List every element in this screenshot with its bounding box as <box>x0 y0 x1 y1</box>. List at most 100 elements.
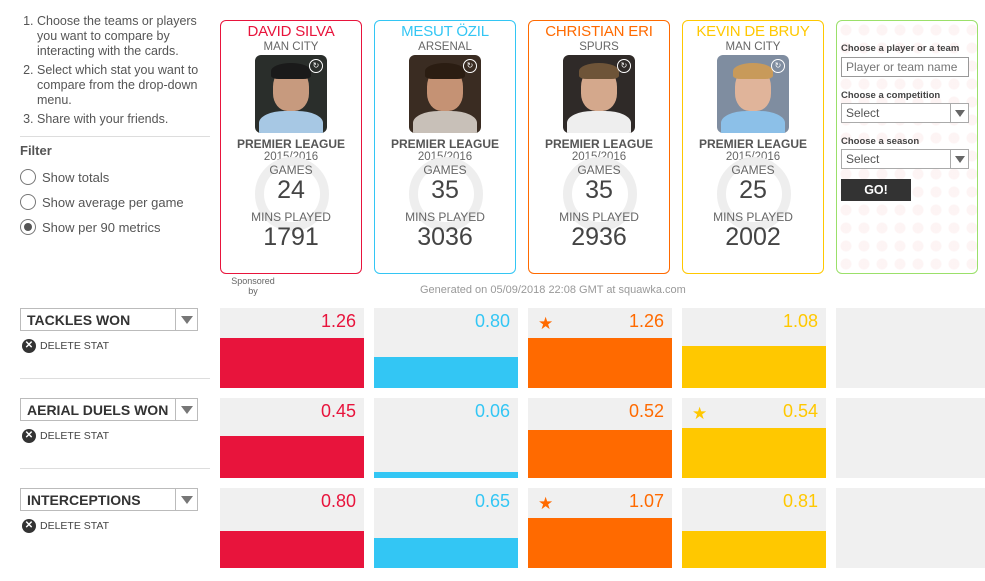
mins-label: MINS PLAYED <box>713 210 793 224</box>
player-team: ARSENAL <box>418 41 472 53</box>
games-value: 35 <box>585 176 613 204</box>
competition-label: Choose a competition <box>841 90 941 101</box>
radio-label: Show per 90 metrics <box>42 219 161 235</box>
player-name: KEVIN DE BRUY <box>696 23 810 40</box>
delete-stat-button[interactable]: ✕ DELETE STAT <box>22 519 109 533</box>
player-card-2[interactable]: MESUT ÖZIL ARSENAL ↻ PREMIER LEAGUE 2015… <box>374 20 516 274</box>
mins-label: MINS PLAYED <box>559 210 639 224</box>
stat-value: 0.65 <box>474 491 510 511</box>
stat-value-cell: 0.81 <box>682 488 826 568</box>
close-icon: ✕ <box>22 429 36 443</box>
star-icon: ★ <box>692 404 708 423</box>
delete-stat-label: DELETE STAT <box>40 520 110 532</box>
stat-value-cell: 1.26 ★ <box>528 308 672 388</box>
radio-circle-checked <box>20 219 36 235</box>
radio-show-per90[interactable]: Show per 90 metrics <box>20 219 161 235</box>
chevron-down-icon <box>175 489 197 510</box>
star-icon: ★ <box>538 494 554 513</box>
games-ring <box>717 157 791 231</box>
stat-value: 1.07 <box>628 491 664 511</box>
stat-bar <box>528 338 672 388</box>
empty-stat-cell <box>836 308 985 388</box>
radio-show-average[interactable]: Show average per game <box>20 194 184 210</box>
swap-icon[interactable]: ↻ <box>463 59 477 73</box>
radio-show-totals[interactable]: Show totals <box>20 169 109 185</box>
stat-value-cell: 1.07 ★ <box>528 488 672 568</box>
mins-label: MINS PLAYED <box>405 210 485 224</box>
player-photo: ↻ <box>409 55 481 133</box>
sponsored-by: Sponsored by <box>231 276 275 296</box>
stat-bar <box>528 430 672 478</box>
stat-name: INTERCEPTIONS <box>27 492 141 508</box>
stat-select[interactable]: AERIAL DUELS WON <box>20 398 198 421</box>
season-label: Choose a season <box>841 136 920 147</box>
league: PREMIER LEAGUE <box>390 137 499 151</box>
instruction-2: Select which stat you want to compare fr… <box>37 63 212 108</box>
divider <box>20 468 210 469</box>
swap-icon[interactable]: ↻ <box>309 59 323 73</box>
divider <box>20 136 210 137</box>
delete-stat-button[interactable]: ✕ DELETE STAT <box>22 429 109 443</box>
stat-value-cell: 0.45 <box>220 398 364 478</box>
player-card-1[interactable]: DAVID SILVA MAN CITY ↻ PREMIER LEAGUE 20… <box>220 20 362 274</box>
player-name: MESUT ÖZIL <box>401 23 489 40</box>
mins-value: 2002 <box>725 223 781 251</box>
chevron-down-icon <box>175 399 197 420</box>
games-ring <box>255 157 329 231</box>
stat-value: 0.06 <box>474 401 510 421</box>
stat-value-cell: 0.06 <box>374 398 518 478</box>
player-search-input[interactable] <box>841 57 969 77</box>
chevron-down-icon <box>950 104 968 122</box>
star-icon: ★ <box>538 314 554 333</box>
games-value: 24 <box>277 176 305 204</box>
stat-value-cell: 0.80 <box>374 308 518 388</box>
mins-value: 1791 <box>263 223 319 251</box>
stat-select[interactable]: INTERCEPTIONS <box>20 488 198 511</box>
player-name: CHRISTIAN ERI <box>545 23 653 40</box>
player-card-4[interactable]: KEVIN DE BRUY MAN CITY ↻ PREMIER LEAGUE … <box>682 20 824 274</box>
league: PREMIER LEAGUE <box>236 137 345 151</box>
swap-icon[interactable]: ↻ <box>617 59 631 73</box>
stat-value: 1.26 <box>320 311 356 331</box>
instruction-1: Choose the teams or players you want to … <box>37 14 212 59</box>
stat-select[interactable]: TACKLES WON <box>20 308 198 331</box>
games-label: GAMES <box>731 163 775 177</box>
close-icon: ✕ <box>22 519 36 533</box>
player-photo: ↻ <box>563 55 635 133</box>
empty-stat-cell <box>836 488 985 568</box>
season-select[interactable]: Select <box>841 149 969 169</box>
competition-select[interactable]: Select <box>841 103 969 123</box>
player-card-3[interactable]: CHRISTIAN ERI SPURS ↻ PREMIER LEAGUE 201… <box>528 20 670 274</box>
games-label: GAMES <box>269 163 313 177</box>
season-value: Select <box>846 152 880 166</box>
player-name: DAVID SILVA <box>247 23 335 40</box>
go-button[interactable]: GO! <box>841 179 911 201</box>
stat-value: 0.80 <box>474 311 510 331</box>
player-photo: ↻ <box>717 55 789 133</box>
competition-value: Select <box>846 106 880 120</box>
chevron-down-icon <box>175 309 197 330</box>
mins-value: 3036 <box>417 223 473 251</box>
delete-stat-button[interactable]: ✕ DELETE STAT <box>22 339 109 353</box>
stat-bar <box>682 531 826 568</box>
divider <box>20 378 210 379</box>
stat-bar <box>374 472 518 478</box>
search-card: Choose a player or a team Choose a compe… <box>836 20 978 274</box>
stat-value: 0.80 <box>320 491 356 511</box>
filter-title: Filter <box>20 143 52 158</box>
mins-label: MINS PLAYED <box>251 210 331 224</box>
games-ring <box>409 157 483 231</box>
games-ring <box>563 157 637 231</box>
swap-icon[interactable]: ↻ <box>771 59 785 73</box>
mins-value: 2936 <box>571 223 627 251</box>
stat-name: AERIAL DUELS WON <box>27 402 169 418</box>
stat-value-cell: 0.80 <box>220 488 364 568</box>
stat-value: 0.45 <box>320 401 356 421</box>
games-label: GAMES <box>577 163 621 177</box>
stat-value-cell: 0.54 ★ <box>682 398 826 478</box>
radio-circle <box>20 194 36 210</box>
radio-label: Show totals <box>42 169 110 185</box>
generated-note: Generated on 05/09/2018 22:08 GMT at squ… <box>420 284 686 296</box>
stat-value: 1.26 <box>628 311 664 331</box>
stat-value: 0.54 <box>782 401 818 421</box>
